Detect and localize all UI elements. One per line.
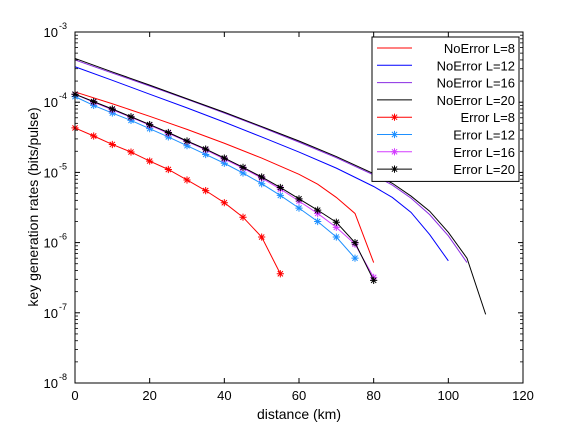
legend-label: Error L=20 <box>453 162 515 177</box>
legend-entry: NoError L=8 <box>377 41 515 56</box>
data-point <box>127 113 135 121</box>
data-point <box>202 150 210 159</box>
series-line <box>74 59 468 263</box>
data-point <box>220 199 228 207</box>
data-point <box>183 137 191 145</box>
data-point <box>276 183 284 192</box>
data-point <box>127 148 135 156</box>
legend-label: Error L=16 <box>453 145 515 160</box>
legend-entry: NoError L=12 <box>377 58 515 73</box>
y-axis-label: key generation rates (bits/pulse) <box>25 107 41 306</box>
y-tick-label: 10 <box>44 95 58 110</box>
data-point <box>90 132 98 140</box>
series-2 <box>74 59 468 263</box>
y-tick-label: 10 <box>44 376 58 391</box>
series-7 <box>71 90 378 284</box>
y-tick-exponent: -5 <box>59 161 67 171</box>
legend-entry: Error L=8 <box>377 110 515 125</box>
x-tick-label: 20 <box>142 388 156 403</box>
legend-box <box>371 36 520 182</box>
data-point <box>146 120 154 129</box>
x-tick-label: 120 <box>512 388 534 403</box>
data-point <box>276 191 284 200</box>
x-tick-label: 100 <box>437 388 459 403</box>
data-point <box>351 239 359 247</box>
legend-entry: Error L=16 <box>377 145 515 160</box>
legend-entry: Error L=12 <box>377 128 515 143</box>
data-point <box>314 206 322 214</box>
series-line <box>74 57 487 315</box>
x-tick-label: 40 <box>217 388 231 403</box>
series-line <box>74 127 281 274</box>
y-tick-label: 10 <box>44 25 58 40</box>
data-point <box>258 173 266 181</box>
data-point <box>202 187 210 195</box>
legend-label: NoError L=8 <box>444 41 515 56</box>
y-tick-label: 10 <box>44 236 58 251</box>
data-point <box>332 223 340 231</box>
y-tick-exponent: -4 <box>59 91 67 101</box>
data-point <box>258 233 266 241</box>
plot-lines <box>71 57 487 315</box>
x-axis-label: distance (km) <box>257 406 341 422</box>
y-tick-label: 10 <box>44 306 58 321</box>
series-line <box>74 91 375 263</box>
data-point <box>239 213 247 221</box>
series-1 <box>74 66 449 262</box>
y-tick-exponent: -3 <box>59 21 67 31</box>
series-3 <box>74 57 487 315</box>
data-point <box>239 163 247 171</box>
data-point <box>108 140 116 149</box>
data-point <box>183 176 191 184</box>
y-tick-exponent: -7 <box>59 302 67 312</box>
series-4 <box>71 124 284 278</box>
series-0 <box>74 91 375 263</box>
legend-marker <box>390 148 399 156</box>
data-point <box>258 180 266 188</box>
legend-entry: Error L=20 <box>377 162 515 177</box>
data-point <box>164 128 172 137</box>
data-point <box>239 169 247 177</box>
data-point <box>370 276 378 284</box>
data-point <box>108 105 116 113</box>
legend-label: NoError L=12 <box>437 58 515 73</box>
data-point <box>90 97 98 106</box>
legend: NoError L=8 NoError L=12 NoError L=16 NoErr… <box>371 36 520 182</box>
x-tick-label: 80 <box>366 388 380 403</box>
data-point <box>332 233 340 241</box>
data-point <box>332 218 340 226</box>
legend-label: Error L=12 <box>453 128 515 143</box>
x-tick-label: 0 <box>71 388 78 403</box>
legend-label: NoError L=20 <box>437 93 515 108</box>
data-point <box>183 142 191 150</box>
data-point <box>164 165 172 174</box>
data-point <box>220 154 228 162</box>
legend-entry: NoError L=20 <box>377 93 515 108</box>
y-tick-exponent: -8 <box>59 372 67 382</box>
data-point <box>202 145 210 153</box>
legend-label: NoError L=16 <box>437 76 515 91</box>
series-line <box>74 66 449 262</box>
data-point <box>220 159 228 167</box>
data-point <box>295 204 303 212</box>
y-tick-label: 10 <box>44 165 58 180</box>
data-point <box>276 270 284 278</box>
x-tick-label: 60 <box>292 388 306 403</box>
legend-label: Error L=8 <box>460 110 515 125</box>
legend-marker <box>390 165 399 173</box>
series-line <box>74 96 356 259</box>
data-point <box>146 157 154 165</box>
data-point <box>351 254 359 262</box>
data-point <box>314 217 322 226</box>
data-point <box>295 195 303 203</box>
legend-marker <box>390 113 399 121</box>
legend-marker <box>390 130 399 139</box>
legend-entry: NoError L=16 <box>377 76 515 91</box>
y-tick-exponent: -6 <box>59 232 67 242</box>
